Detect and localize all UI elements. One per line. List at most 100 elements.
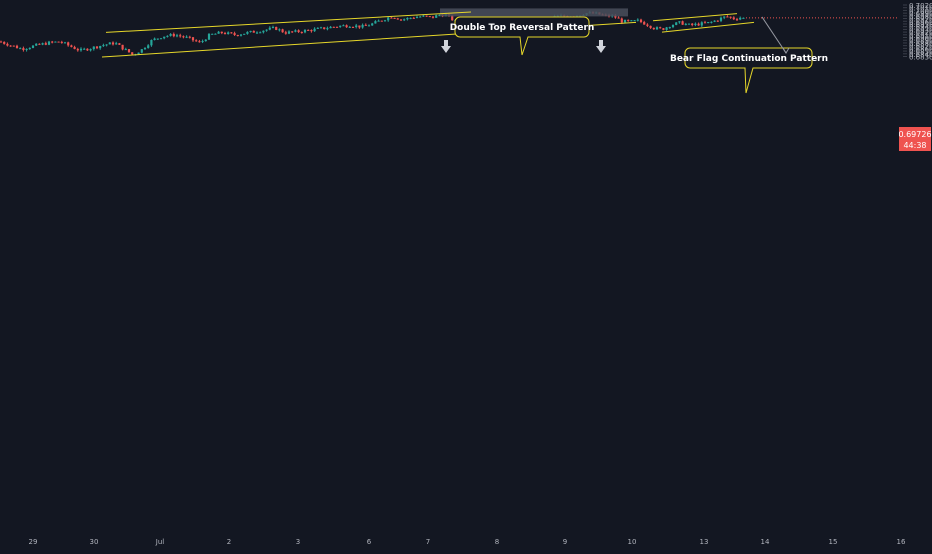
time-tick-label: 16 [897, 538, 906, 546]
bull-candle [700, 22, 703, 26]
bear-candle [681, 21, 684, 25]
bull-candle [348, 26, 351, 28]
bull-candle [246, 31, 249, 34]
bear-candle [252, 30, 255, 33]
trendline[interactable] [105, 11, 472, 33]
double-top-callout: Double Top Reversal Pattern [450, 16, 594, 56]
time-tick-label: 10 [628, 538, 637, 546]
bull-candle [31, 45, 35, 48]
bear-candle [310, 30, 313, 32]
bull-candle [137, 52, 140, 55]
bull-candle [406, 17, 409, 20]
bear-candle [38, 43, 41, 45]
bull-candle [403, 19, 406, 21]
bull-candle [147, 45, 150, 48]
resistance-zone-layer [440, 8, 628, 17]
bear-candle [697, 23, 700, 26]
bull-candle [339, 25, 342, 27]
bear-candle [393, 17, 396, 19]
bull-candle [156, 38, 159, 40]
projection-arrow [761, 16, 790, 54]
bear-candle [451, 15, 454, 21]
top-marker-stem [599, 40, 603, 46]
bear-candle [412, 17, 415, 19]
bull-candle [166, 35, 169, 37]
bull-candle [329, 26, 332, 29]
bear-candle [639, 19, 643, 23]
bear-candle [6, 43, 9, 46]
bull-candle [41, 43, 44, 45]
bull-candle [99, 45, 102, 49]
bear-candle [3, 41, 6, 44]
bear-candle [67, 42, 70, 46]
time-tick-label: 3 [296, 538, 300, 546]
bear-candle [643, 22, 646, 25]
bull-candle [217, 31, 220, 34]
bull-candle [92, 46, 95, 50]
bull-candle [665, 27, 668, 30]
bull-candle [313, 28, 316, 32]
bull-candle [422, 15, 425, 17]
bull-candle [655, 27, 659, 30]
time-tick-label: Jul [155, 538, 165, 546]
bear-candle [44, 43, 47, 45]
bear-candle [51, 41, 54, 43]
bull-candle [124, 49, 127, 51]
bull-candle [409, 17, 412, 19]
bull-candle [671, 24, 675, 28]
bull-candle [185, 36, 188, 38]
projection-arrowhead-icon [782, 47, 790, 54]
time-tick-label: 8 [495, 538, 499, 546]
time-tick-label: 6 [367, 538, 372, 546]
bull-candle [204, 39, 207, 42]
bull-candle [374, 21, 377, 24]
bull-candle [303, 29, 307, 33]
time-tick-label: 29 [29, 538, 38, 546]
bear-candle [431, 16, 435, 18]
bull-candle [211, 33, 214, 35]
bull-candle [415, 17, 419, 19]
bear-candle [220, 31, 223, 34]
bull-candle [367, 25, 371, 27]
bull-candle [259, 32, 262, 34]
price-axis[interactable]: 0.702000.701000.700000.699000.698000.697… [903, 2, 932, 61]
bear-candle [127, 49, 131, 53]
bull-candle [262, 30, 265, 33]
bear-candle [284, 32, 287, 34]
bear-candle [236, 35, 239, 37]
bear-candle [345, 25, 348, 28]
trendline[interactable] [652, 13, 738, 22]
bull-candle [28, 47, 31, 49]
bull-candle [342, 25, 345, 27]
bull-candle [316, 27, 319, 29]
bull-candle [54, 41, 57, 43]
bear-candle [396, 18, 399, 20]
bull-candle [227, 32, 230, 35]
bull-candle [707, 22, 710, 24]
bull-candle [723, 16, 726, 18]
bear-candle [291, 31, 294, 33]
time-tick-label: 14 [761, 538, 770, 546]
bull-candle [140, 49, 143, 53]
bear-candle [188, 36, 191, 38]
time-axis[interactable]: 29 30 Jul 2 3 6 7 8 9 10 13 14 15 16 [29, 538, 906, 546]
bull-candle [163, 36, 166, 39]
bear-candle [111, 42, 115, 45]
bull-candle [153, 38, 156, 41]
bull-candle [633, 20, 636, 22]
bear-candle [703, 22, 707, 24]
bull-candle [271, 26, 275, 28]
trendline[interactable] [661, 21, 755, 33]
bear-candle [614, 15, 617, 18]
resistance-zone [440, 8, 628, 17]
bull-candle [684, 23, 687, 25]
